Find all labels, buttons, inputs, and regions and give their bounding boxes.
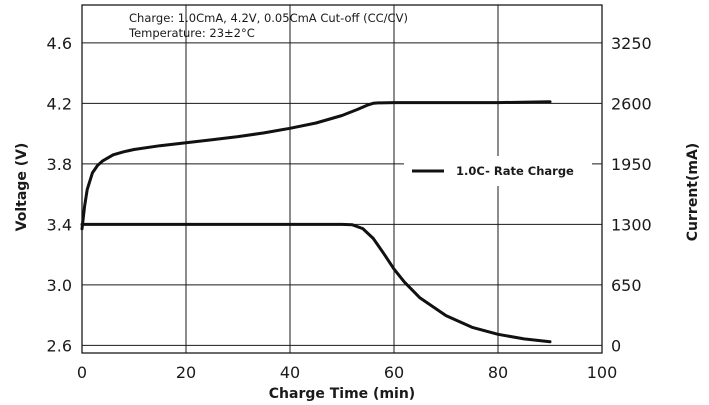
right-tick-label-2: 1300 bbox=[611, 215, 652, 234]
left-tick-label-2: 3.4 bbox=[47, 215, 72, 234]
right-tick-label-0: 0 bbox=[611, 336, 621, 355]
current-curve bbox=[80, 222, 552, 344]
x-tick-label-4: 80 bbox=[488, 363, 508, 382]
right-axis-ticks: 0 650 1300 1950 2600 3250 bbox=[611, 34, 652, 356]
left-tick-label-4: 4.2 bbox=[47, 94, 72, 113]
right-tick-label-3: 1950 bbox=[611, 155, 652, 174]
x-tick-label-1: 20 bbox=[176, 363, 196, 382]
left-tick-label-0: 2.6 bbox=[47, 336, 72, 355]
x-tick-label-2: 40 bbox=[280, 363, 300, 382]
left-tick-label-3: 3.8 bbox=[47, 155, 72, 174]
left-tick-label-1: 3.0 bbox=[47, 276, 72, 295]
note-line-2: Temperature: 23±2°C bbox=[128, 26, 255, 40]
left-axis-ticks: 2.6 3.0 3.4 3.8 4.2 4.6 bbox=[47, 34, 72, 356]
left-axis-title: Voltage (V) bbox=[14, 143, 30, 232]
x-axis-title: Charge Time (min) bbox=[269, 386, 415, 402]
right-tick-label-1: 650 bbox=[611, 276, 642, 295]
right-tick-label-4: 2600 bbox=[611, 94, 652, 113]
right-tick-label-5: 3250 bbox=[611, 34, 652, 53]
x-tick-label-0: 0 bbox=[77, 363, 87, 382]
plot-frame bbox=[81, 4, 603, 354]
x-axis-ticks: 0 20 40 60 80 100 bbox=[77, 363, 617, 382]
legend-label: 1.0C- Rate Charge bbox=[456, 164, 574, 178]
right-axis-title: Current(mA) bbox=[685, 143, 701, 241]
legend: 1.0C- Rate Charge bbox=[404, 156, 592, 186]
x-tick-label-5: 100 bbox=[587, 363, 618, 382]
left-tick-label-5: 4.6 bbox=[47, 34, 72, 53]
voltage-curve bbox=[80, 100, 552, 231]
x-tick-label-3: 60 bbox=[384, 363, 404, 382]
note-line-1: Charge: 1.0CmA, 4.2V, 0.05CmA Cut-off (C… bbox=[129, 11, 408, 25]
